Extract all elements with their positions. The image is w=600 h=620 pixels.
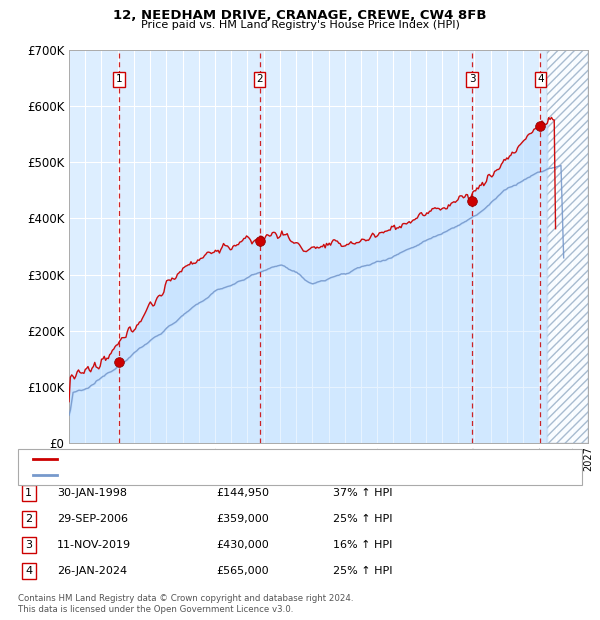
Text: 16% ↑ HPI: 16% ↑ HPI	[333, 540, 392, 550]
Text: 30-JAN-1998: 30-JAN-1998	[57, 488, 127, 498]
Text: Price paid vs. HM Land Registry's House Price Index (HPI): Price paid vs. HM Land Registry's House …	[140, 20, 460, 30]
Text: 1: 1	[116, 74, 122, 84]
Text: 3: 3	[469, 74, 476, 84]
Text: 29-SEP-2006: 29-SEP-2006	[57, 514, 128, 524]
Text: 1: 1	[25, 488, 32, 498]
Text: 2: 2	[256, 74, 263, 84]
Text: 4: 4	[25, 566, 32, 576]
Text: 12, NEEDHAM DRIVE, CRANAGE, CREWE, CW4 8FB: 12, NEEDHAM DRIVE, CRANAGE, CREWE, CW4 8…	[113, 9, 487, 22]
Text: £144,950: £144,950	[216, 488, 269, 498]
Text: 12, NEEDHAM DRIVE, CRANAGE, CREWE, CW4 8FB (detached house): 12, NEEDHAM DRIVE, CRANAGE, CREWE, CW4 8…	[60, 454, 418, 464]
Text: £430,000: £430,000	[216, 540, 269, 550]
Text: Contains HM Land Registry data © Crown copyright and database right 2024.: Contains HM Land Registry data © Crown c…	[18, 593, 353, 603]
Text: £359,000: £359,000	[216, 514, 269, 524]
Text: £565,000: £565,000	[216, 566, 269, 576]
Text: 11-NOV-2019: 11-NOV-2019	[57, 540, 131, 550]
Text: 4: 4	[537, 74, 544, 84]
Text: 2: 2	[25, 514, 32, 524]
Bar	[547, 50, 588, 443]
Text: 25% ↑ HPI: 25% ↑ HPI	[333, 514, 392, 524]
Text: This data is licensed under the Open Government Licence v3.0.: This data is licensed under the Open Gov…	[18, 604, 293, 614]
Text: 37% ↑ HPI: 37% ↑ HPI	[333, 488, 392, 498]
Text: HPI: Average price, detached house, Cheshire East: HPI: Average price, detached house, Ches…	[60, 470, 325, 480]
Text: 26-JAN-2024: 26-JAN-2024	[57, 566, 127, 576]
Text: 25% ↑ HPI: 25% ↑ HPI	[333, 566, 392, 576]
Text: 3: 3	[25, 540, 32, 550]
